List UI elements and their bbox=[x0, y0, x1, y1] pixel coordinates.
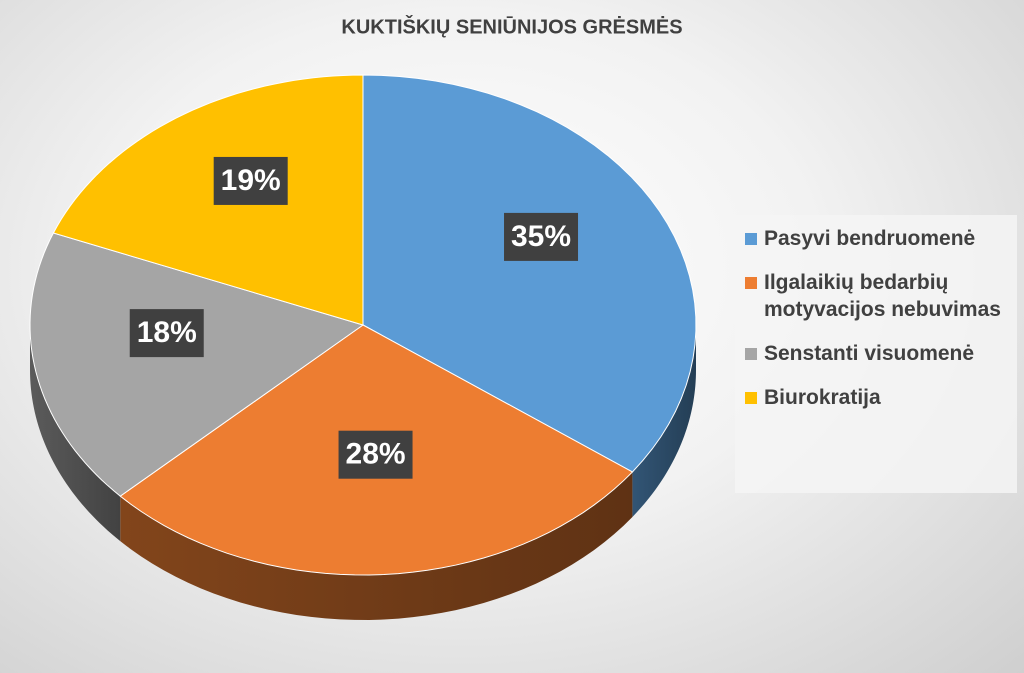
value-label: 19% bbox=[221, 164, 281, 197]
legend-item: Pasyvi bendruomenė bbox=[741, 225, 1011, 252]
legend-label: Senstanti visuomenė bbox=[764, 342, 975, 365]
legend: Pasyvi bendruomenė Ilgalaikių bedarbių mo… bbox=[735, 215, 1017, 493]
pie-slice bbox=[52, 74, 364, 326]
pie-slice-side bbox=[120, 471, 633, 620]
legend-label: Biurokratija bbox=[764, 386, 881, 409]
legend-label: Pasyvi bendruomenė bbox=[764, 227, 976, 250]
legend-item: Senstanti visuomenė bbox=[741, 340, 1011, 367]
value-label: 18% bbox=[137, 316, 197, 349]
pie-slice bbox=[29, 232, 365, 497]
value-label: 35% bbox=[511, 220, 571, 253]
chart-title: KUKTIŠKIŲ SENIŪNIJOS GRĖSMĖS bbox=[341, 14, 682, 38]
legend-swatch bbox=[745, 277, 757, 289]
pie-slice-side bbox=[30, 325, 121, 542]
legend-label: Ilgalaikių bedarbių motyvacijos nebuvima… bbox=[764, 271, 1001, 321]
value-label-box bbox=[504, 212, 579, 261]
pie-slice-side bbox=[632, 325, 696, 517]
legend-item: Ilgalaikių bedarbių motyvacijos nebuvima… bbox=[741, 269, 1011, 323]
legend-swatch bbox=[745, 233, 757, 245]
legend-item: Biurokratija bbox=[741, 384, 1011, 411]
value-label: 28% bbox=[346, 438, 406, 471]
value-label-box bbox=[129, 309, 204, 358]
legend-swatch bbox=[745, 392, 757, 404]
value-label-box bbox=[338, 430, 413, 479]
legend-swatch bbox=[745, 348, 757, 360]
pie-slice bbox=[362, 74, 697, 473]
value-label-box bbox=[213, 156, 288, 205]
